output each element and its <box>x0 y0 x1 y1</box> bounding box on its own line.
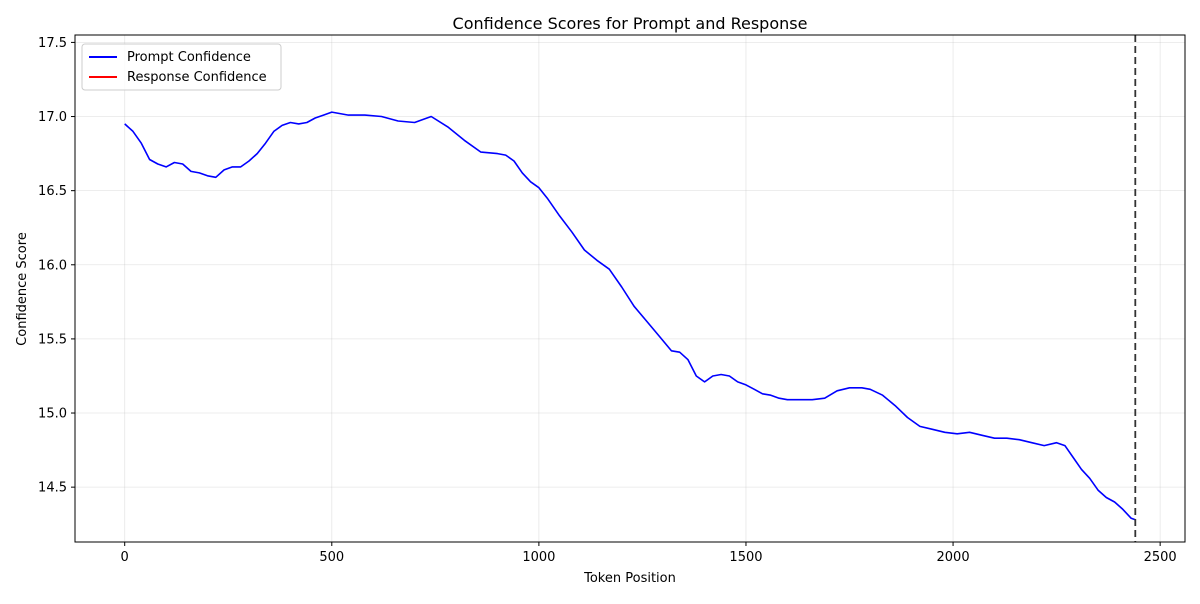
y-tick-label: 16.0 <box>38 258 67 273</box>
x-tick-label: 500 <box>319 550 344 565</box>
y-tick-label: 14.5 <box>38 481 67 496</box>
y-tick-label: 15.5 <box>38 332 67 347</box>
x-tick-label: 2500 <box>1144 550 1177 565</box>
x-tick-label: 1500 <box>729 550 762 565</box>
y-axis-title: Confidence Score <box>15 232 30 346</box>
legend-label-prompt: Prompt Confidence <box>127 50 251 65</box>
y-axis-ticks: 14.5 15.0 15.5 16.0 16.5 17.0 17.5 <box>38 36 75 496</box>
legend-box <box>81 43 282 91</box>
plot-area-frame <box>74 34 1186 543</box>
y-tick-label: 17.0 <box>38 110 67 125</box>
legend: Prompt Confidence Response Confidence <box>81 43 282 91</box>
chart-title: Confidence Scores for Prompt and Respons… <box>453 14 808 33</box>
series-lines <box>124 111 1136 521</box>
legend-label-response: Response Confidence <box>127 70 267 85</box>
y-tick-label: 17.5 <box>38 36 67 51</box>
x-tick-label: 2000 <box>937 550 970 565</box>
series-line <box>124 111 1136 521</box>
x-axis-ticks: 0 500 1000 1500 2000 2500 <box>121 542 1177 565</box>
x-axis-title: Token Position <box>583 571 676 586</box>
x-tick-label: 1000 <box>522 550 555 565</box>
y-tick-label: 16.5 <box>38 184 67 199</box>
x-tick-label: 0 <box>121 550 129 565</box>
y-tick-label: 15.0 <box>38 407 67 422</box>
grid-lines <box>75 35 1185 542</box>
